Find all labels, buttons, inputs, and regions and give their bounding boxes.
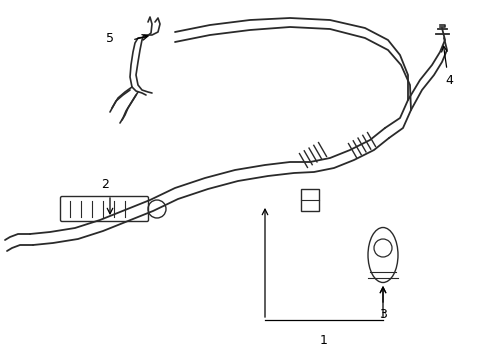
Bar	[301, 189, 318, 211]
Text: 5: 5	[106, 31, 114, 45]
Text: 3: 3	[378, 309, 386, 321]
Text: 2: 2	[101, 179, 109, 192]
Text: 4: 4	[444, 73, 452, 86]
Text: 1: 1	[320, 333, 327, 346]
